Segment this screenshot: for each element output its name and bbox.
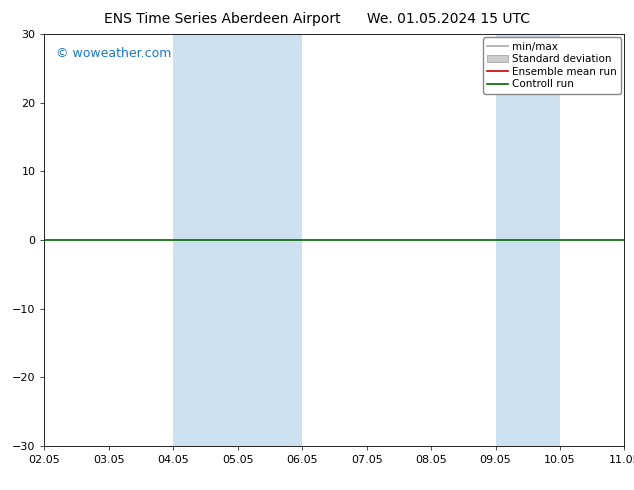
Legend: min/max, Standard deviation, Ensemble mean run, Controll run: min/max, Standard deviation, Ensemble me… (483, 37, 621, 94)
Text: ENS Time Series Aberdeen Airport      We. 01.05.2024 15 UTC: ENS Time Series Aberdeen Airport We. 01.… (104, 12, 530, 26)
Bar (173, 34, 238, 446)
Bar (496, 34, 560, 446)
Text: © woweather.com: © woweather.com (56, 47, 171, 60)
Bar (238, 34, 302, 446)
